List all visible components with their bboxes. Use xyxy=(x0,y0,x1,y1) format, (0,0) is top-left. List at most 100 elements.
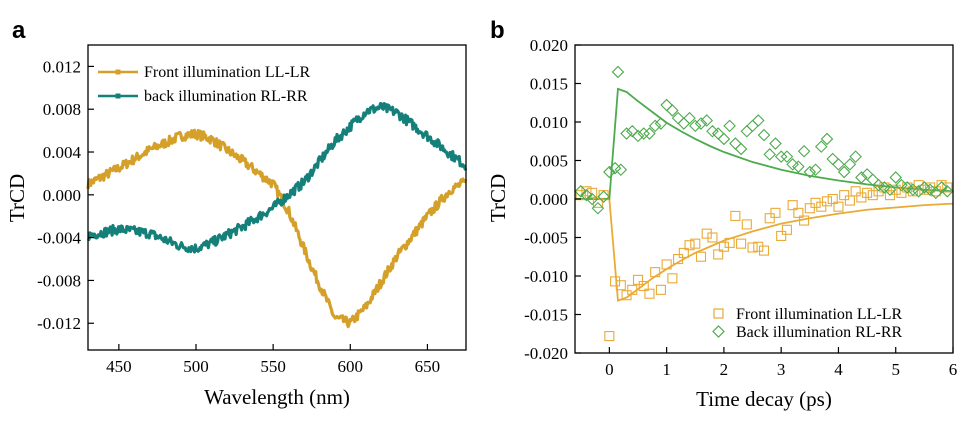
front-point xyxy=(919,184,930,195)
back-point xyxy=(792,160,805,173)
front-point xyxy=(690,238,701,249)
back-point xyxy=(935,181,948,194)
front-point xyxy=(581,186,592,197)
back-point xyxy=(940,185,954,198)
b-xtick-label: 2 xyxy=(720,360,729,379)
back-point xyxy=(889,171,903,184)
legend-a-back-label: back illumination RL-RR xyxy=(144,88,308,105)
b-ytick-label: 0.020 xyxy=(530,36,568,55)
front-point xyxy=(604,331,615,342)
legend-b-front-marker xyxy=(713,308,724,319)
front-point xyxy=(718,241,729,252)
front-point xyxy=(730,210,741,221)
a-ytick-label: 0.008 xyxy=(43,100,81,119)
panel-b-legend: Front illumination LL-LR Back illuminati… xyxy=(712,306,903,341)
back-point xyxy=(666,104,679,117)
front-point xyxy=(896,187,907,198)
back-point xyxy=(677,117,691,130)
back-point xyxy=(814,140,828,153)
b-xtick-label: 0 xyxy=(605,360,614,379)
panel-b-points xyxy=(574,65,954,342)
front-point xyxy=(867,190,878,201)
front-point xyxy=(673,254,684,265)
back-point xyxy=(866,173,880,187)
front-point xyxy=(827,193,838,205)
back-point xyxy=(729,137,742,150)
front-point xyxy=(638,280,649,292)
front-point xyxy=(821,196,833,207)
panel-a-xlabel: Wavelength (nm) xyxy=(204,385,350,409)
back-point xyxy=(723,119,736,133)
back-point xyxy=(769,137,782,150)
front-point xyxy=(713,249,724,260)
back-point xyxy=(763,148,777,161)
back-point xyxy=(660,98,673,112)
a-ytick-label: 0.000 xyxy=(43,186,81,205)
back-point xyxy=(883,183,897,197)
panel-a-legend: Front illumination LL-LR back illuminati… xyxy=(98,64,311,105)
front-point xyxy=(776,230,787,242)
back-point xyxy=(826,152,840,166)
series-line-a-0 xyxy=(86,128,468,329)
panel-a-frame xyxy=(87,44,467,351)
panel-b-x-ticks: 0 1 2 3 4 5 6 xyxy=(605,347,957,379)
back-point xyxy=(597,190,610,203)
panel-b-fit-curves xyxy=(575,87,954,302)
front-point xyxy=(610,276,621,287)
back-point xyxy=(849,150,862,163)
panel-a-ylabel: TrCD xyxy=(5,174,29,222)
back-point xyxy=(746,119,759,133)
b-ytick-label: 0.010 xyxy=(530,113,568,132)
front-point xyxy=(615,280,626,291)
front-point xyxy=(753,241,764,252)
back-point xyxy=(637,127,651,140)
front-point xyxy=(884,190,896,201)
a-xtick-label: 450 xyxy=(106,357,132,376)
front-point xyxy=(862,187,873,198)
back-point xyxy=(611,65,625,79)
front-point xyxy=(816,201,827,212)
front-point xyxy=(724,237,735,248)
b-xtick-label: 5 xyxy=(891,360,900,379)
back-point xyxy=(654,117,668,130)
front-point xyxy=(758,245,770,256)
a-ytick-label: -0.004 xyxy=(37,229,81,248)
front-point xyxy=(736,238,747,249)
panel-b-ylabel: TrCD xyxy=(486,174,510,222)
panel-a-x-ticks: 450 500 550 600 650 xyxy=(106,344,440,376)
back-point xyxy=(843,158,857,171)
front-point xyxy=(627,284,638,295)
back-point xyxy=(751,114,765,127)
front-point xyxy=(661,259,672,270)
front-point xyxy=(804,203,815,214)
back-point xyxy=(774,150,788,163)
front-point xyxy=(902,182,913,193)
legend-b-back-marker xyxy=(712,325,725,338)
front-point xyxy=(667,273,678,284)
back-point xyxy=(923,183,937,197)
front-point xyxy=(655,284,666,295)
front-point xyxy=(587,187,598,198)
a-ytick-label: 0.004 xyxy=(43,143,82,162)
back-point xyxy=(643,127,656,140)
back-point xyxy=(625,124,639,138)
back-point xyxy=(757,128,771,142)
back-point xyxy=(620,127,633,140)
front-point xyxy=(575,190,586,201)
front-point xyxy=(621,290,632,301)
legend-b-back-label: Back illumination RL-RR xyxy=(736,324,903,341)
back-point xyxy=(574,185,588,198)
b-xtick-label: 1 xyxy=(662,360,671,379)
back-point xyxy=(585,192,599,206)
a-ytick-label: -0.012 xyxy=(37,314,81,333)
a-xtick-label: 500 xyxy=(183,357,209,376)
front-point xyxy=(770,207,781,218)
b-ytick-label: 0.000 xyxy=(530,190,568,209)
b-ytick-label: 0.015 xyxy=(530,75,568,94)
a-ytick-label: 0.012 xyxy=(43,57,81,76)
panel-b-xlabel: Time decay (ps) xyxy=(696,387,832,411)
back-point xyxy=(780,150,794,163)
back-point xyxy=(694,117,708,130)
fit-line-b-2 xyxy=(575,198,954,302)
b-xtick-label: 3 xyxy=(777,360,786,379)
